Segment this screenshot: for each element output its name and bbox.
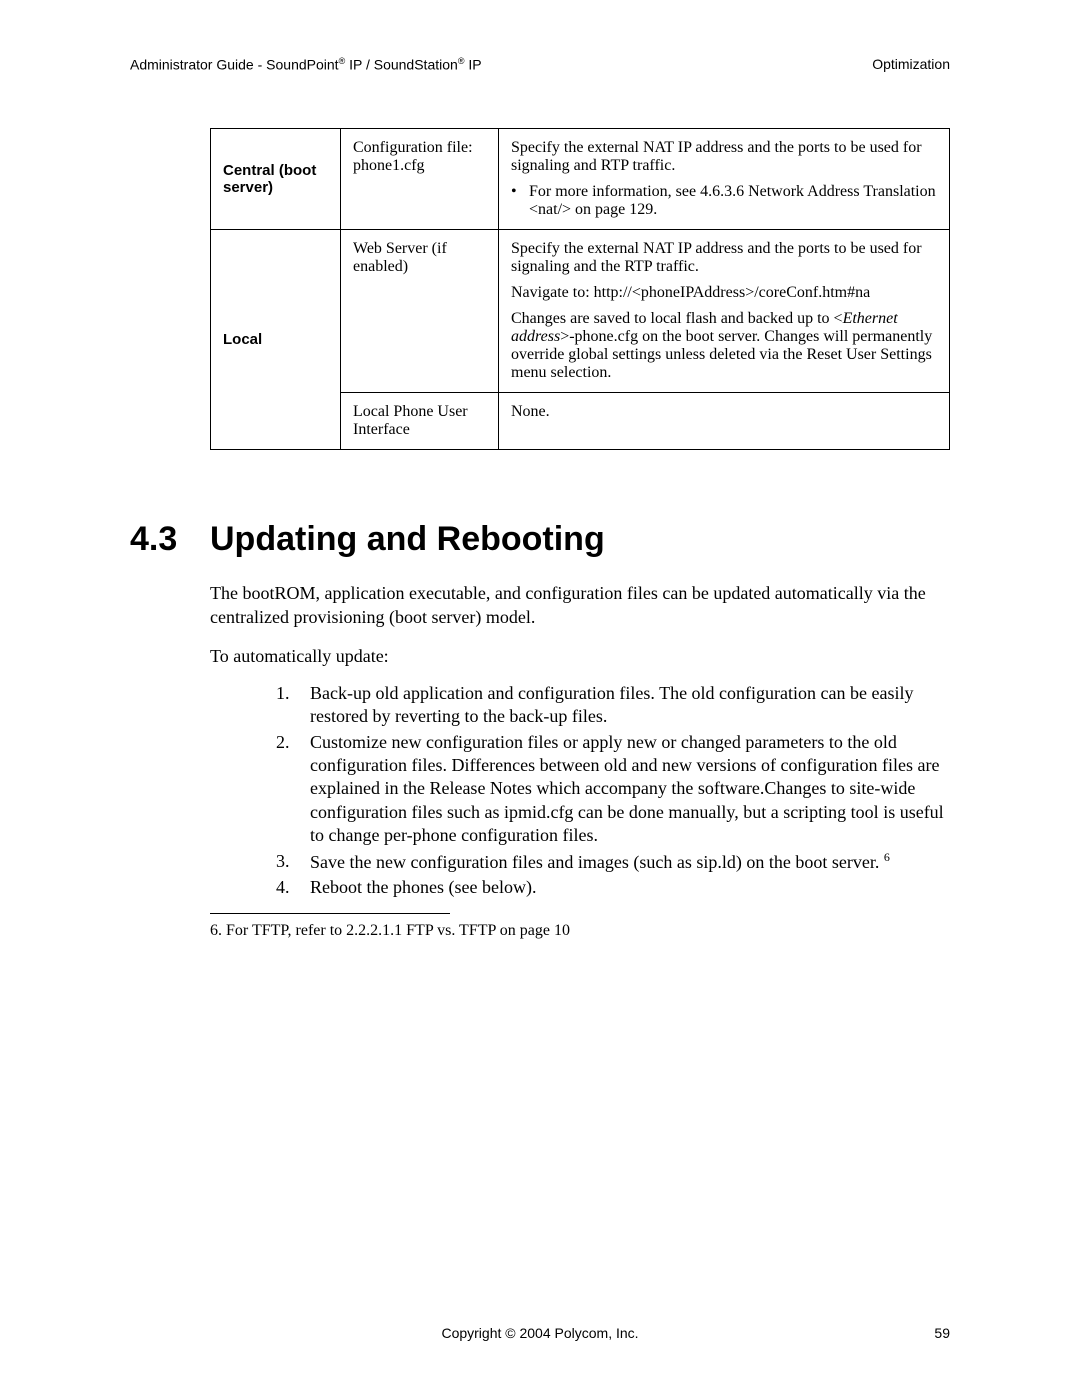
page-content: Central (boot server) Configuration file… — [130, 128, 950, 940]
desc-p2: Navigate to: http://<phoneIPAddress>/cor… — [511, 284, 937, 302]
desc-intro: Specify the external NAT IP address and … — [511, 139, 937, 175]
row-desc: Specify the external NAT IP address and … — [499, 230, 950, 393]
step-3-text: Save the new configuration files and ima… — [310, 852, 879, 872]
row-config: Configuration file: phone1.cfg — [341, 129, 499, 230]
footnote-rule — [210, 913, 450, 914]
desc-p3: Changes are saved to local flash and bac… — [511, 310, 937, 382]
footer-copyright: Copyright © 2004 Polycom, Inc. — [441, 1325, 638, 1341]
header-left: Administrator Guide - SoundPoint® IP / S… — [130, 56, 482, 73]
bullet-item: • For more information, see 4.6.3.6 Netw… — [511, 183, 937, 219]
header-title-2: IP / SoundStation — [345, 57, 458, 73]
config-table: Central (boot server) Configuration file… — [210, 128, 950, 450]
footer-page-number: 59 — [934, 1325, 950, 1341]
desc-p3b: >-phone.cfg on the boot server. Changes … — [511, 328, 932, 381]
footnote-marker: 6 — [884, 850, 890, 864]
row-desc: None. — [499, 393, 950, 450]
section-para-2: To automatically update: — [210, 644, 950, 668]
row-desc: Specify the external NAT IP address and … — [499, 129, 950, 230]
section-heading: 4.3 Updating and Rebooting — [130, 520, 950, 559]
list-item: Save the new configuration files and ima… — [276, 850, 950, 874]
desc-p1: Specify the external NAT IP address and … — [511, 240, 937, 276]
header-title-1: Administrator Guide - SoundPoint — [130, 57, 339, 73]
list-item: Customize new configuration files or app… — [276, 731, 950, 848]
bullet-dot-icon: • — [511, 183, 529, 201]
row-label-local: Local — [211, 230, 341, 450]
update-steps-list: Back-up old application and configuratio… — [276, 682, 950, 900]
table-row: Central (boot server) Configuration file… — [211, 129, 950, 230]
section-title: Updating and Rebooting — [210, 520, 605, 559]
page-header: Administrator Guide - SoundPoint® IP / S… — [130, 56, 950, 73]
bullet-text: For more information, see 4.6.3.6 Networ… — [529, 183, 937, 219]
list-item: Reboot the phones (see below). — [276, 876, 950, 899]
page-footer: Copyright © 2004 Polycom, Inc. 59 — [130, 1325, 950, 1341]
row-label-central: Central (boot server) — [211, 129, 341, 230]
section-para-1: The bootROM, application executable, and… — [210, 581, 950, 630]
desc-p3a: Changes are saved to local flash and bac… — [511, 310, 843, 327]
row-config: Local Phone User Interface — [341, 393, 499, 450]
row-config: Web Server (if enabled) — [341, 230, 499, 393]
list-item: Back-up old application and configuratio… — [276, 682, 950, 729]
section-body: The bootROM, application executable, and… — [210, 581, 950, 668]
header-right: Optimization — [872, 56, 950, 73]
table-row: Local Web Server (if enabled) Specify th… — [211, 230, 950, 393]
header-title-3: IP — [464, 57, 481, 73]
footnote-text: 6. For TFTP, refer to 2.2.2.1.1 FTP vs. … — [210, 922, 950, 940]
section-number: 4.3 — [130, 520, 210, 559]
